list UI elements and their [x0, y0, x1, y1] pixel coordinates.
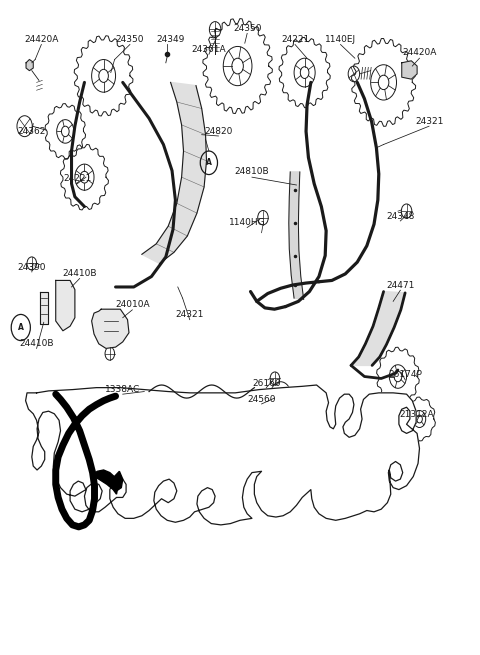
Text: 26174P: 26174P — [388, 370, 422, 379]
Text: A: A — [18, 323, 24, 332]
Polygon shape — [142, 83, 206, 263]
Polygon shape — [351, 291, 405, 365]
Text: 24221: 24221 — [281, 35, 309, 45]
Text: 24420A: 24420A — [24, 35, 59, 45]
Polygon shape — [40, 291, 48, 324]
Polygon shape — [91, 470, 118, 494]
Polygon shape — [110, 472, 123, 491]
Text: 24820: 24820 — [204, 127, 233, 136]
Text: 24410B: 24410B — [19, 339, 54, 348]
Text: 24348: 24348 — [386, 212, 415, 221]
Text: 24349: 24349 — [156, 35, 185, 45]
Text: 24321: 24321 — [415, 117, 443, 126]
Text: 24420A: 24420A — [402, 48, 437, 58]
Text: A: A — [206, 159, 212, 167]
Polygon shape — [92, 309, 129, 348]
Polygon shape — [289, 172, 304, 299]
Text: 24321: 24321 — [176, 310, 204, 319]
Text: 24810B: 24810B — [235, 168, 269, 176]
Polygon shape — [26, 60, 33, 71]
Text: 24010A: 24010A — [115, 300, 150, 309]
Polygon shape — [56, 280, 75, 331]
Polygon shape — [402, 61, 417, 79]
Text: 21312A: 21312A — [400, 410, 434, 419]
Polygon shape — [25, 385, 420, 525]
Text: 24390: 24390 — [18, 263, 46, 272]
Text: 24362: 24362 — [18, 127, 46, 136]
Text: 24221: 24221 — [63, 174, 91, 183]
Text: 24410B: 24410B — [62, 269, 97, 278]
Text: 24350: 24350 — [116, 35, 144, 45]
Text: 24471: 24471 — [386, 280, 415, 290]
Text: 1338AC: 1338AC — [105, 385, 140, 394]
Text: 26160: 26160 — [252, 379, 281, 388]
Text: 1140EJ: 1140EJ — [325, 35, 356, 45]
Text: 24350: 24350 — [233, 24, 262, 33]
Text: 1140HG: 1140HG — [229, 218, 265, 227]
Text: 24560: 24560 — [247, 395, 276, 404]
Text: 24361A: 24361A — [192, 45, 226, 54]
